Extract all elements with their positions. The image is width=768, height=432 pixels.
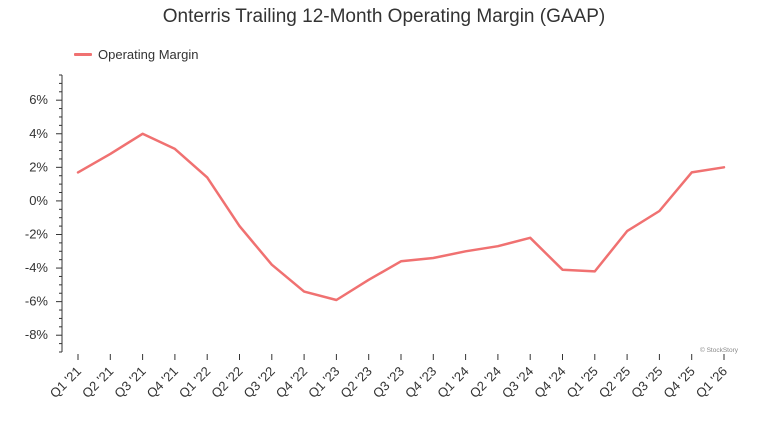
legend-swatch xyxy=(74,53,92,56)
legend-label: Operating Margin xyxy=(98,47,199,62)
x-tick-label: Q1 '26 xyxy=(693,364,730,401)
x-tick-label: Q3 '25 xyxy=(628,364,665,401)
x-tick-label: Q3 '24 xyxy=(499,364,536,401)
x-tick-label: Q2 '23 xyxy=(337,364,374,401)
y-tick-label: 4% xyxy=(29,126,48,141)
y-tick-label: 0% xyxy=(29,193,48,208)
series-line xyxy=(76,132,726,302)
x-tick-label: Q4 '21 xyxy=(144,364,181,401)
x-tick-label: Q2 '22 xyxy=(208,364,245,401)
x-tick-label: Q2 '25 xyxy=(596,364,633,401)
x-tick-label: Q2 '21 xyxy=(79,364,116,401)
x-tick-label: Q1 '21 xyxy=(47,364,84,401)
x-tick-label: Q2 '24 xyxy=(467,364,504,401)
x-tick-label: Q4 '23 xyxy=(402,364,439,401)
x-tick-label: Q3 '22 xyxy=(241,364,278,401)
y-tick-label: -6% xyxy=(25,294,49,309)
x-tick-label: Q1 '25 xyxy=(564,364,601,401)
watermark: © StockStory xyxy=(700,347,739,354)
y-tick-label: -4% xyxy=(25,260,49,275)
y-tick-label: -2% xyxy=(25,226,49,241)
x-tick-label: Q1 '23 xyxy=(305,364,342,401)
x-tick-label: Q1 '24 xyxy=(434,364,471,401)
y-tick-label: 6% xyxy=(29,92,48,107)
x-tick-label: Q4 '24 xyxy=(531,364,568,401)
x-tick-label: Q1 '22 xyxy=(176,364,213,401)
x-tick-label: Q4 '25 xyxy=(660,364,697,401)
x-tick-label: Q3 '21 xyxy=(111,364,148,401)
x-tick-label: Q4 '22 xyxy=(273,364,310,401)
x-tick-label: Q3 '23 xyxy=(370,364,407,401)
y-tick-label: -8% xyxy=(25,327,49,342)
y-tick-label: 2% xyxy=(29,159,48,174)
legend: Operating Margin xyxy=(74,47,198,62)
chart-title: Onterris Trailing 12-Month Operating Mar… xyxy=(162,6,606,27)
